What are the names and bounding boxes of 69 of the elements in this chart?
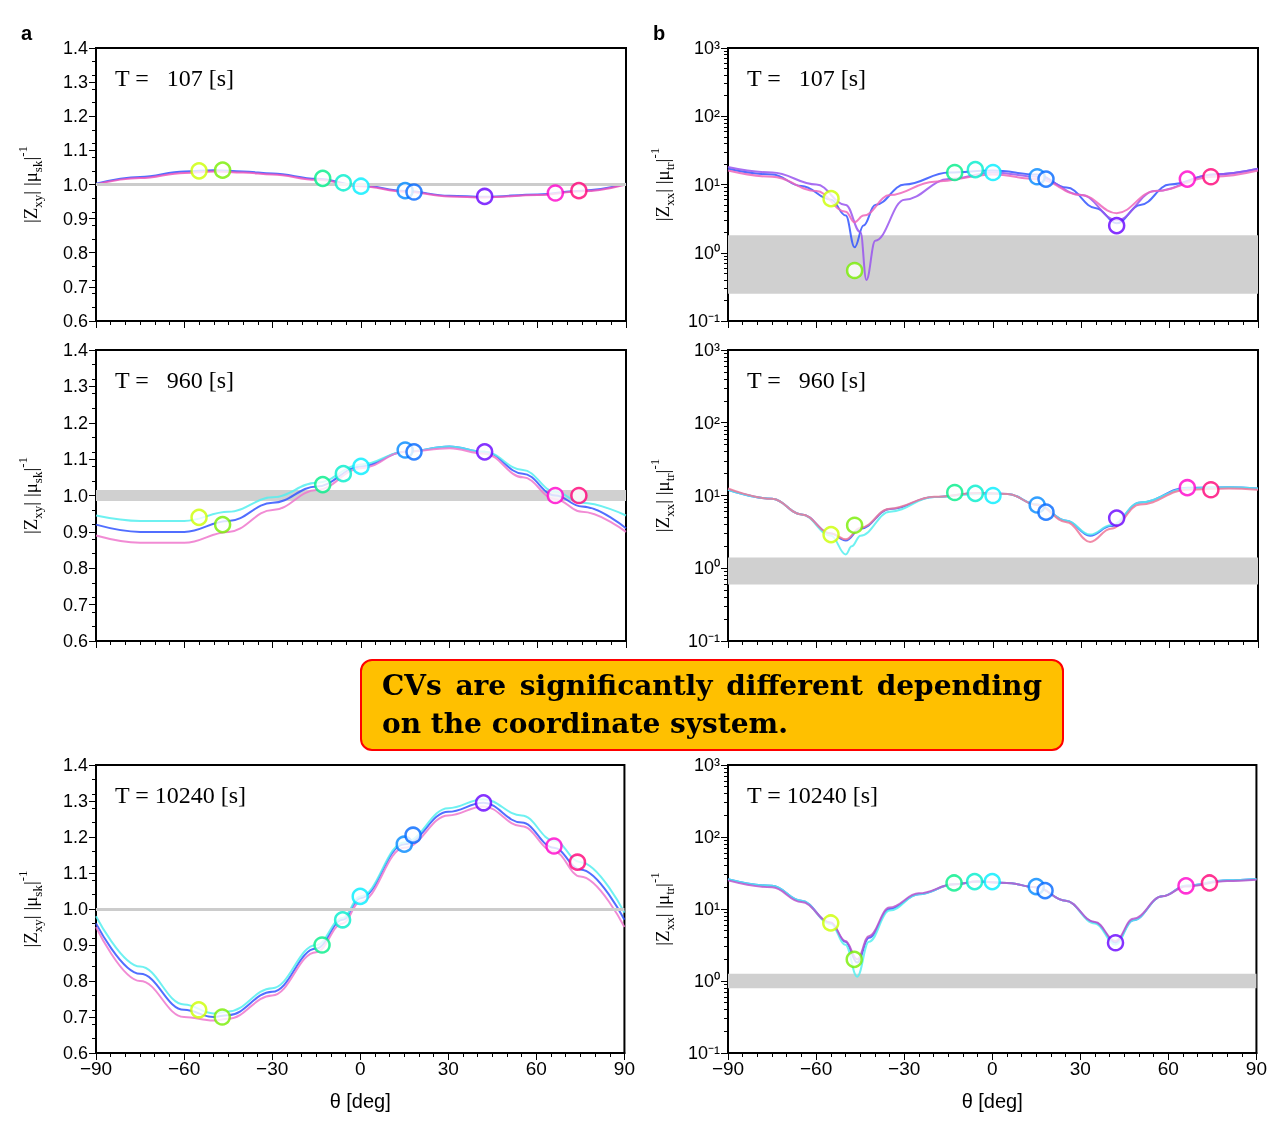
y-tick-label: 1.2 bbox=[62, 827, 88, 847]
x-tick-label: 30 bbox=[1069, 1058, 1091, 1079]
y-tick-label: 1.0 bbox=[62, 174, 88, 195]
y-tick-label: 1.0 bbox=[62, 899, 88, 919]
y-tick-label: 0.6 bbox=[62, 311, 88, 331]
y-tick-label: 10² bbox=[693, 412, 721, 433]
y-tick-label: 1.1 bbox=[62, 449, 88, 470]
y-tick-label: 0.6 bbox=[62, 631, 88, 651]
y-tick-label: 0.9 bbox=[62, 935, 88, 955]
x-tick-label: −60 bbox=[799, 1058, 833, 1079]
annotation: T = 960 [s] bbox=[747, 367, 867, 393]
y-tick-label: 1.2 bbox=[62, 106, 88, 127]
y-tick-label: 10³ bbox=[693, 38, 721, 58]
y-tick-label: 1.1 bbox=[62, 140, 88, 161]
y-tick-label: 1.3 bbox=[62, 791, 88, 811]
y-axis-title: |Zxy| |μsk|-1 bbox=[15, 145, 45, 224]
y-axis-title: |Zxy| |μsk|-1 bbox=[15, 870, 45, 948]
y-axis-title: |Zxx| |μtr|-1 bbox=[647, 872, 677, 946]
y-axis-title: |Zxy| |μsk|-1 bbox=[15, 456, 45, 535]
callout-box: CVs are significantly different depending on the coordinate system. bbox=[360, 659, 1064, 751]
y-tick-label: 1.3 bbox=[62, 376, 88, 397]
y-tick-label: 0.9 bbox=[62, 208, 88, 229]
annotation: T = 107 [s] bbox=[747, 65, 867, 91]
y-tick-label: 10² bbox=[693, 827, 721, 847]
y-tick-label: 10¹ bbox=[693, 899, 721, 919]
annotation: T = 960 [s] bbox=[115, 367, 235, 393]
y-tick-label: 1.4 bbox=[62, 755, 88, 775]
x-tick-label: −30 bbox=[256, 1058, 289, 1079]
y-tick-label: 1.4 bbox=[62, 38, 88, 58]
y-axis-title: |Zxx| |μtr|-1 bbox=[647, 458, 677, 533]
y-tick-label: 0.7 bbox=[62, 594, 88, 615]
y-tick-label: 0.7 bbox=[62, 276, 88, 297]
annotation: T = 10240 [s] bbox=[747, 782, 879, 808]
annotation: T = 10240 [s] bbox=[115, 782, 247, 808]
y-tick-label: 10³ bbox=[693, 755, 721, 775]
y-tick-label: 10¹ bbox=[693, 485, 721, 506]
x-tick-label: −60 bbox=[167, 1058, 201, 1079]
chart-title: a bbox=[21, 22, 33, 44]
x-tick-label: 90 bbox=[1245, 1058, 1267, 1079]
x-tick-label: 60 bbox=[1157, 1058, 1179, 1079]
x-tick-label: 90 bbox=[613, 1058, 635, 1079]
x-tick-label: 0 bbox=[986, 1058, 998, 1079]
x-tick-label: 30 bbox=[437, 1058, 459, 1079]
y-tick-label: 0.8 bbox=[62, 242, 88, 263]
y-tick-label: 1.2 bbox=[62, 412, 88, 433]
y-tick-label: 10³ bbox=[693, 340, 721, 360]
y-tick-label: 1.1 bbox=[62, 863, 88, 883]
y-tick-label: 1.3 bbox=[62, 72, 88, 93]
y-tick-label: 10⁻¹ bbox=[687, 631, 721, 651]
x-tick-label: 60 bbox=[525, 1058, 547, 1079]
y-tick-label: 10¹ bbox=[693, 174, 721, 195]
x-tick-label: −30 bbox=[888, 1058, 921, 1079]
y-tick-label: 0.7 bbox=[62, 1007, 88, 1027]
x-axis-title: θ [deg] bbox=[329, 1090, 391, 1112]
y-tick-label: 10⁰ bbox=[693, 971, 720, 991]
x-tick-label: 0 bbox=[354, 1058, 366, 1079]
y-tick-label: 0.8 bbox=[62, 558, 88, 579]
y-tick-label: 10² bbox=[693, 106, 721, 127]
y-axis-title: |Zxx| |μtr|-1 bbox=[647, 147, 677, 222]
y-tick-label: 10⁰ bbox=[693, 242, 720, 263]
y-tick-label: 0.9 bbox=[62, 521, 88, 542]
x-axis-title: θ [deg] bbox=[961, 1090, 1023, 1112]
y-tick-label: 10⁻¹ bbox=[687, 311, 721, 331]
y-tick-label: 10⁰ bbox=[693, 558, 720, 579]
y-tick-label: 1.0 bbox=[62, 485, 88, 506]
annotation: T = 107 [s] bbox=[115, 65, 235, 91]
y-tick-label: 1.4 bbox=[62, 340, 88, 360]
chart-title: b bbox=[653, 22, 666, 44]
y-tick-label: 0.8 bbox=[62, 971, 88, 991]
